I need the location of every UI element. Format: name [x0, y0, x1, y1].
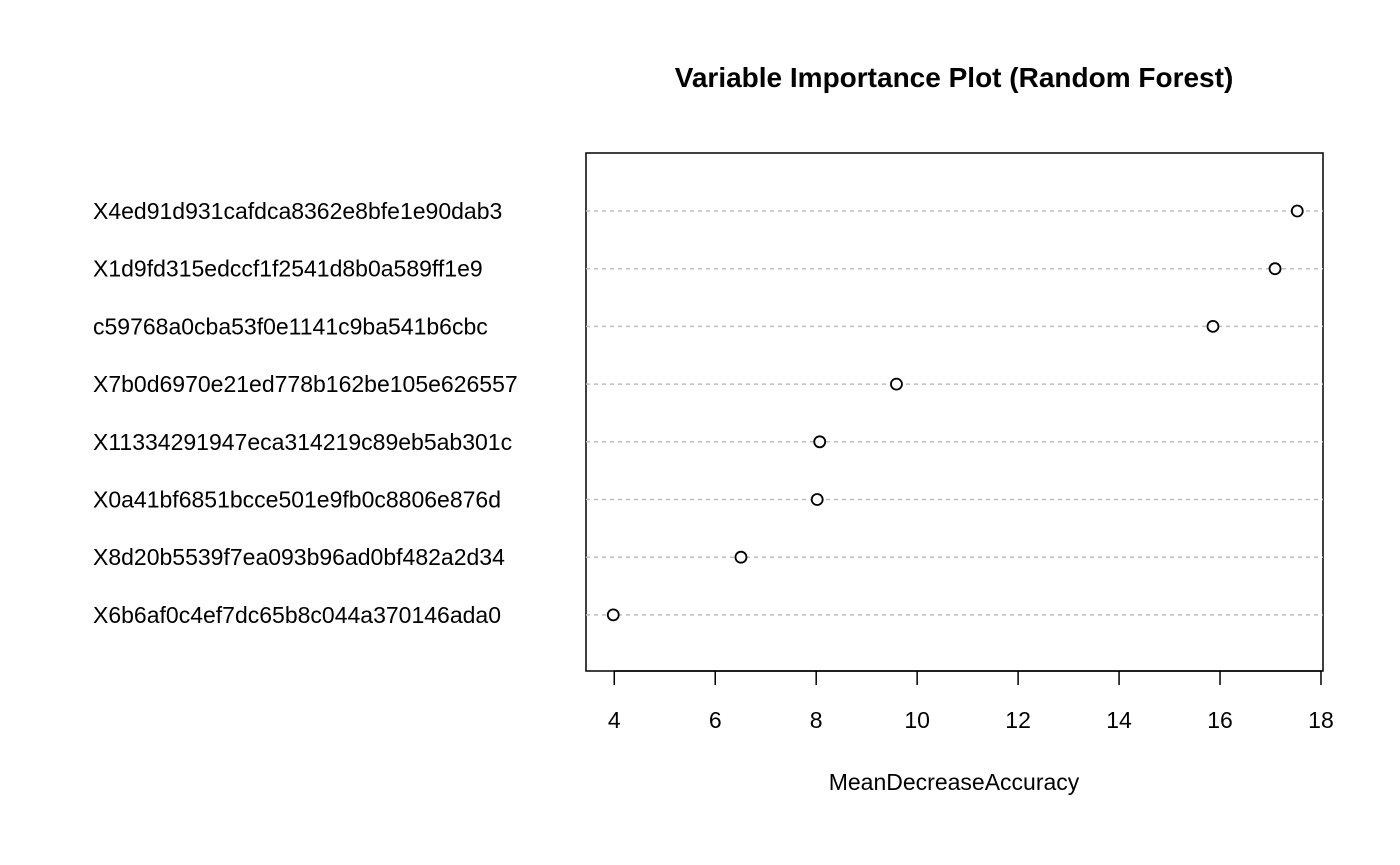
data-points — [606, 204, 1304, 622]
x-tick-label: 16 — [1207, 707, 1233, 733]
category-label: X1d9fd315edccf1f2541d8b0a589ff1e9 — [93, 256, 483, 282]
data-point — [890, 377, 903, 391]
x-axis: 4 6 8 10 12 14 16 18 — [608, 670, 1334, 733]
guide-lines — [586, 210, 1323, 616]
category-label: X7b0d6970e21ed778b162be105e626557 — [93, 371, 518, 397]
x-axis-title: MeanDecreaseAccuracy — [829, 769, 1080, 795]
data-point — [810, 493, 824, 506]
category-label: c59768a0cba53f0e1141c9ba541b6cbc — [93, 313, 488, 339]
x-tick-label: 8 — [810, 707, 823, 733]
data-point — [1290, 204, 1304, 218]
category-labels: X4ed91d931cafdca8362e8bfe1e90dab3 X1d9fd3… — [93, 198, 518, 628]
chart-title: Variable Importance Plot (Random Forest) — [675, 62, 1234, 93]
data-point — [813, 435, 827, 449]
x-tick-label: 14 — [1106, 707, 1132, 733]
plot-frame — [585, 152, 1324, 672]
data-point — [1268, 262, 1282, 276]
category-label: X11334291947eca314219c89eb5ab301c — [93, 429, 512, 455]
category-label: X8d20b5539f7ea093b96ad0bf482a2d34 — [93, 544, 505, 570]
category-label: X0a41bf6851bcce501e9fb0c8806e876d — [93, 487, 501, 513]
x-tick-label: 6 — [709, 707, 722, 733]
category-label: X6b6af0c4ef7dc65b8c044a370146ada0 — [93, 602, 501, 628]
data-point — [1206, 319, 1220, 333]
x-tick-label: 10 — [904, 707, 930, 733]
data-point — [734, 550, 748, 564]
x-tick-label: 18 — [1308, 707, 1334, 733]
x-tick-label: 12 — [1005, 707, 1031, 733]
category-label: X4ed91d931cafdca8362e8bfe1e90dab3 — [93, 198, 502, 224]
data-point — [606, 608, 620, 622]
x-tick-label: 4 — [608, 707, 621, 733]
